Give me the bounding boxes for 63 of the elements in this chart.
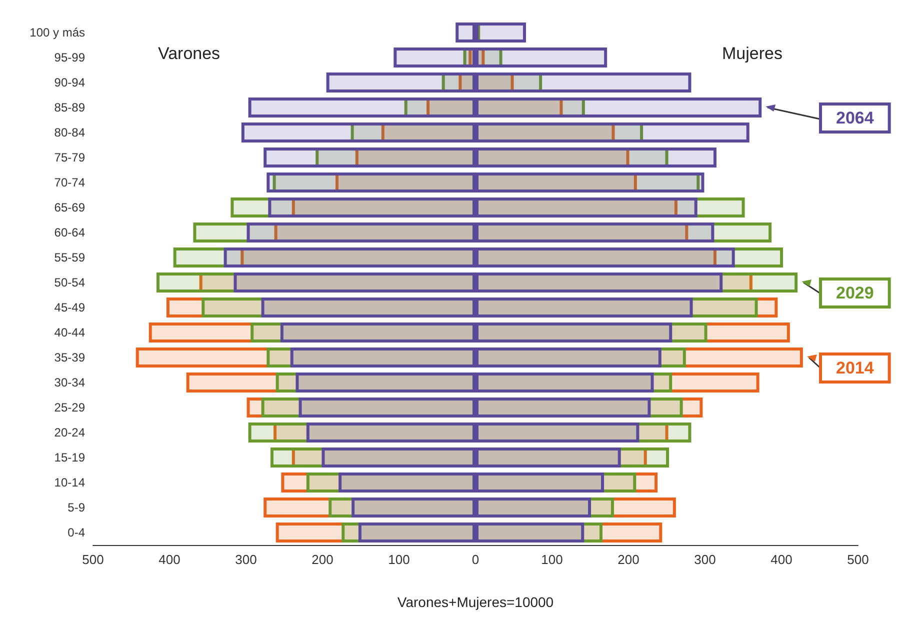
bar	[476, 148, 716, 168]
y-tick-label: 50-54	[54, 276, 86, 290]
x-tick-label: 0	[472, 552, 480, 567]
y-tick-label: 10-14	[54, 476, 86, 490]
x-tick-label: 200	[312, 552, 334, 567]
y-tick-label: 15-19	[54, 450, 86, 464]
x-tick-label: 400	[770, 552, 792, 567]
legend-label: 2029	[836, 284, 874, 302]
bar	[264, 148, 476, 168]
bar	[476, 422, 640, 442]
bar	[476, 22, 526, 42]
bar	[248, 98, 476, 118]
x-tick-label: 500	[82, 552, 104, 567]
bar	[476, 122, 750, 142]
y-tick-label: 5-9	[68, 500, 86, 514]
y-tick-label: 85-89	[54, 100, 86, 114]
y-tick-label: 35-39	[54, 350, 86, 364]
y-tick-label: 60-64	[54, 226, 86, 240]
x-tick-label: 200	[618, 552, 640, 567]
legend-label: 2014	[836, 358, 874, 378]
y-tick-label: 80-84	[54, 126, 86, 140]
annotation: Varones	[158, 44, 220, 63]
y-tick-label: 100 y más	[30, 26, 85, 40]
y-tick-label: 45-49	[54, 300, 86, 314]
y-tick-label: 55-59	[54, 250, 86, 264]
bar	[476, 298, 693, 318]
y-tick-label: 20-24	[54, 426, 86, 440]
x-tick-label: 100	[541, 552, 563, 567]
x-tick-label: 500	[847, 552, 869, 567]
bar	[261, 298, 476, 318]
bar	[476, 48, 608, 68]
bar	[476, 498, 592, 518]
y-tick-label: 75-79	[54, 150, 86, 164]
y-tick-label: 65-69	[54, 200, 86, 214]
bar	[476, 472, 604, 492]
bar	[394, 48, 476, 68]
bar	[298, 398, 476, 418]
bar	[476, 322, 672, 342]
bar	[476, 98, 762, 118]
y-tick-label: 0-4	[68, 526, 86, 540]
text: 2064	[836, 108, 874, 128]
bar	[476, 448, 621, 468]
x-tick-label: 400	[158, 552, 180, 567]
bar	[352, 498, 476, 518]
y-tick-label: 70-74	[54, 176, 86, 190]
x-tick-label: 100	[388, 552, 410, 567]
bar	[476, 398, 651, 418]
bar	[326, 72, 476, 92]
x-tick-label: 300	[694, 552, 716, 567]
y-tick-label: 25-29	[54, 400, 86, 414]
bar	[241, 122, 476, 142]
y-tick-label: 90-94	[54, 76, 86, 90]
y-tick-label: 40-44	[54, 326, 86, 340]
bar	[456, 22, 476, 42]
bar	[306, 422, 476, 442]
x-tick-label: 300	[235, 552, 257, 567]
bar	[322, 448, 476, 468]
annotation: Mujeres	[722, 44, 782, 63]
bar	[476, 72, 692, 92]
y-tick-label: 95-99	[54, 50, 86, 64]
x-axis-title: Varones+Mujeres=10000	[397, 594, 554, 610]
y-tick-label: 30-34	[54, 376, 86, 390]
bar	[338, 472, 476, 492]
